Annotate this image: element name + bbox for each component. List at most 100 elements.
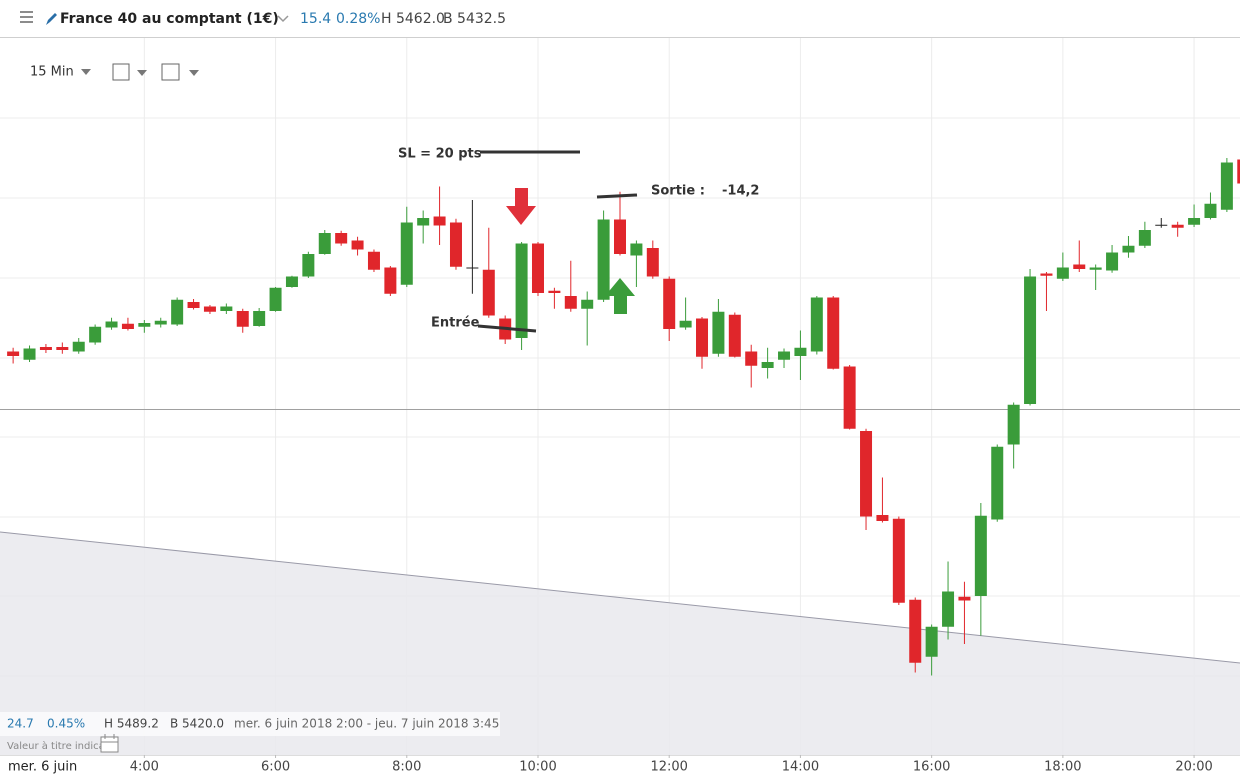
indicators-dropdown[interactable] bbox=[189, 70, 199, 76]
candle bbox=[39, 344, 52, 353]
candle bbox=[1171, 221, 1184, 237]
interval-dropdown[interactable] bbox=[81, 69, 91, 75]
candle-body bbox=[860, 431, 873, 517]
chart-type-dropdown[interactable] bbox=[137, 70, 147, 76]
candle-body bbox=[892, 518, 905, 603]
candle bbox=[1106, 245, 1119, 273]
instrument-dropdown[interactable] bbox=[277, 15, 289, 23]
candle-body bbox=[105, 321, 118, 328]
candle-body bbox=[810, 297, 823, 352]
candle bbox=[23, 345, 36, 362]
candle-body bbox=[7, 351, 20, 356]
candle-body bbox=[138, 323, 151, 327]
header-change-pct: 0.28% bbox=[336, 11, 380, 27]
candle bbox=[1073, 240, 1086, 272]
instrument-title[interactable]: France 40 au comptant (1€) bbox=[60, 11, 279, 27]
candle bbox=[663, 276, 676, 341]
x-tick-label: 18:00 bbox=[1044, 760, 1081, 775]
candle-body bbox=[171, 299, 184, 325]
candle bbox=[1007, 402, 1020, 469]
candle bbox=[466, 200, 479, 294]
candle-body bbox=[548, 290, 561, 293]
candle bbox=[696, 317, 709, 369]
candle bbox=[1188, 204, 1201, 227]
candle-body bbox=[728, 314, 741, 357]
candle-body bbox=[745, 351, 758, 366]
candle bbox=[531, 242, 544, 296]
edit-icon[interactable] bbox=[46, 13, 57, 25]
calendar-icon[interactable] bbox=[100, 734, 119, 753]
candle-body bbox=[515, 243, 528, 338]
menu-icon[interactable] bbox=[20, 11, 33, 23]
candle-body bbox=[597, 219, 610, 300]
candle bbox=[449, 218, 462, 270]
candle bbox=[581, 291, 594, 346]
candle bbox=[220, 303, 233, 314]
candle bbox=[1040, 272, 1053, 311]
candle-body bbox=[679, 320, 692, 328]
trend-zone bbox=[0, 532, 1240, 755]
candle bbox=[942, 561, 955, 640]
candle bbox=[433, 186, 446, 245]
candle bbox=[827, 296, 840, 370]
candle bbox=[991, 444, 1004, 522]
interval-selector[interactable]: 15 Min bbox=[30, 65, 74, 80]
entry-label: Entrée bbox=[431, 316, 480, 331]
exit-label: Sortie : bbox=[651, 184, 705, 199]
candle bbox=[712, 299, 725, 357]
header-high: H 5462.0 bbox=[381, 11, 445, 27]
candle bbox=[138, 320, 151, 333]
candle-body bbox=[449, 222, 462, 267]
candle-body bbox=[1040, 273, 1053, 276]
candle bbox=[236, 308, 249, 333]
candle bbox=[1138, 221, 1151, 248]
candle-body bbox=[827, 297, 840, 369]
candle-body bbox=[39, 347, 52, 350]
candle-body bbox=[187, 302, 200, 308]
candle bbox=[1220, 158, 1233, 212]
sl-label: SL = 20 pts bbox=[398, 147, 482, 162]
candle-body bbox=[335, 233, 348, 244]
x-tick-labels: 4:00 6:00 8:00 10:00 12:00 14:00 16:00 18:00 20:… bbox=[130, 755, 1213, 775]
indicators-button[interactable] bbox=[161, 63, 180, 81]
candle-body bbox=[236, 311, 249, 327]
x-tick-label: 8:00 bbox=[392, 760, 421, 775]
x-tick-label: 12:00 bbox=[650, 760, 687, 775]
candle-body bbox=[564, 296, 577, 309]
exit-result: -14,2 bbox=[722, 184, 759, 199]
candle bbox=[597, 210, 610, 302]
chart-type-button[interactable] bbox=[112, 63, 130, 81]
header-bar bbox=[0, 0, 1240, 38]
candle bbox=[745, 344, 758, 388]
candle bbox=[1204, 192, 1217, 220]
candle bbox=[121, 317, 134, 331]
candle-body bbox=[958, 596, 971, 601]
candle bbox=[630, 240, 643, 287]
candle-body bbox=[991, 446, 1004, 520]
candle bbox=[1056, 252, 1069, 281]
candle bbox=[515, 242, 528, 350]
candle-body bbox=[89, 326, 102, 343]
candle-body bbox=[696, 318, 709, 357]
candle-body bbox=[367, 251, 380, 270]
candle-body bbox=[761, 362, 774, 368]
x-tick-label: 16:00 bbox=[913, 760, 950, 775]
candle bbox=[1024, 269, 1037, 406]
candle bbox=[203, 305, 216, 314]
candle bbox=[187, 299, 200, 310]
candle-body bbox=[154, 320, 167, 325]
candle bbox=[285, 275, 298, 288]
candle bbox=[892, 516, 905, 605]
sell-arrow bbox=[506, 188, 536, 225]
candle-body bbox=[1204, 203, 1217, 218]
candle bbox=[154, 317, 167, 328]
candle bbox=[1122, 236, 1135, 258]
candle-body bbox=[1237, 159, 1240, 184]
candle-body bbox=[925, 626, 938, 657]
candle-body bbox=[646, 248, 659, 277]
candle-body bbox=[974, 515, 987, 596]
candle-body bbox=[220, 306, 233, 311]
candle-body bbox=[1122, 245, 1135, 253]
annotations: SL = 20 pts Sortie : -14,2 Entrée bbox=[398, 147, 759, 333]
